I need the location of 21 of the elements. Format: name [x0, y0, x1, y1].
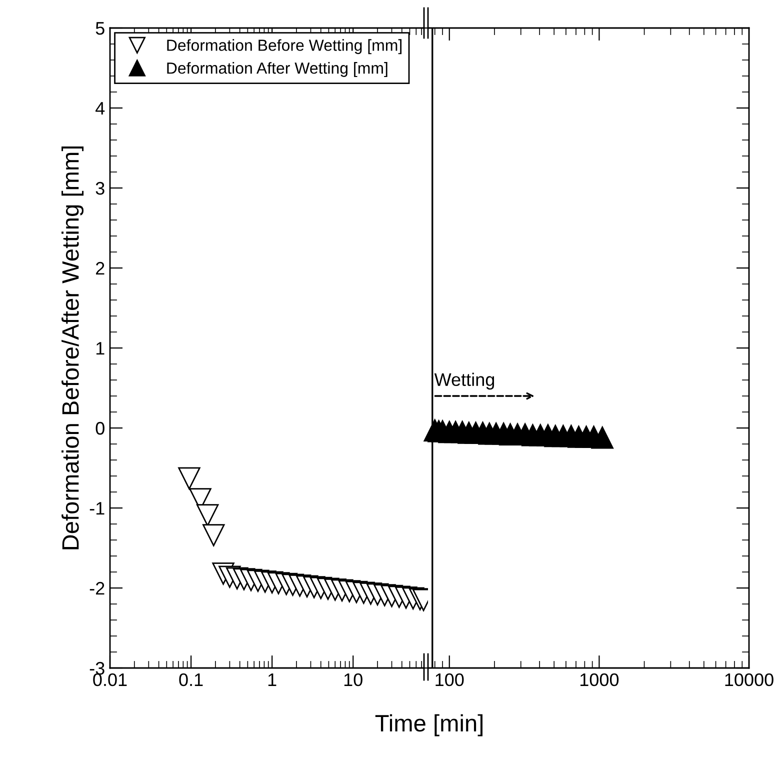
x-tick-label: 0.01	[93, 673, 127, 686]
y-tick-label: 3	[96, 182, 104, 195]
y-tick-label: -3	[90, 662, 104, 675]
x-tick-label: 10000	[725, 673, 774, 686]
text: Deformation After Wetting [mm]	[167, 62, 388, 77]
x-tick-label: 1	[268, 674, 276, 686]
y-tick-label: 5	[96, 22, 104, 35]
y-tick-label: 4	[96, 102, 105, 115]
legend-label: Deformation Before Wetting [mm]	[167, 39, 402, 54]
y-tick-label: -1	[90, 502, 104, 515]
y-tick-label: -2	[90, 582, 104, 595]
x-tick-label: 1000	[580, 673, 619, 686]
annotation: Wetting	[434, 372, 494, 390]
y-axis-title: Deformation Before/After Wetting [mm]	[62, 146, 84, 550]
y-tick-label: 2	[96, 262, 104, 275]
x-tick-label: 100	[436, 673, 464, 686]
y-tick-label: 1	[96, 342, 104, 355]
x-tick-label: 10	[344, 673, 362, 686]
x-axis-title: Time [min]	[375, 714, 482, 736]
y-tick-label: 0	[96, 422, 104, 435]
x-tick-label: 0.1	[179, 673, 203, 686]
